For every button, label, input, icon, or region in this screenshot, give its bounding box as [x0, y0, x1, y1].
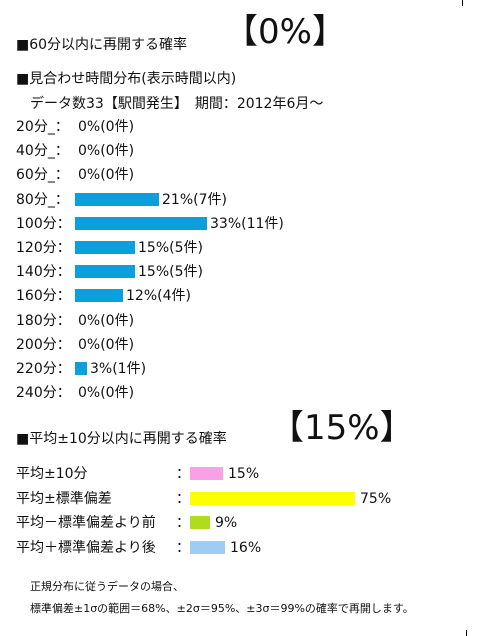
dist-row: 240分： 0%(0件)	[16, 382, 486, 404]
dist-value-label: 15%(5件)	[138, 240, 203, 256]
prob-value-label: 9%	[215, 515, 238, 531]
dist-category-label: 60分_：	[16, 167, 69, 184]
prob-row: 平均＋標準偏差より後 ： 16%	[16, 537, 486, 559]
dist-value-label: 3%(1件)	[90, 361, 147, 377]
prob-category-label: 平均±標準偏差	[16, 490, 112, 507]
prob-category-label: 平均±10分	[16, 466, 88, 482]
dist-value-label: 12%(4件)	[126, 288, 191, 305]
prob-row: 平均－標準偏差より前 ： 9%	[16, 512, 486, 534]
dist-value-label: 0%(0件)	[78, 385, 135, 402]
dist-value-label: 0%(0件)	[78, 312, 135, 329]
dist-value-label: 0%(0件)	[78, 143, 135, 160]
prob-colon: ：	[176, 539, 190, 556]
section1-title: ■60分以内に再開する確率	[16, 37, 188, 53]
dist-value-label: 0%(0件)	[78, 336, 135, 353]
note-line-2: 標準偏差±1σの範囲＝68%、±2σ＝95%、±3σ＝99%の確率で再開します。	[30, 602, 414, 615]
section1-percentage: 【0%】	[224, 12, 346, 52]
dist-category-label: 240分：	[16, 385, 71, 402]
dist-value-label: 15%(5件)	[138, 264, 203, 281]
dist-value-label: 0%(0件)	[78, 119, 135, 135]
dist-category-label: 80分_：	[16, 191, 69, 208]
dist-row: 160分： 12%(4件)	[16, 285, 486, 307]
dist-row: 140分： 15%(5件)	[16, 261, 486, 283]
dist-category-label: 200分：	[16, 336, 71, 353]
dist-row: 60分_： 0%(0件)	[16, 164, 486, 186]
note-line-1: 正規分布に従うデータの場合、	[30, 580, 184, 593]
dist-category-label: 40分_：	[16, 143, 69, 160]
corner-mark-top	[462, 0, 463, 6]
dist-category-label: 220分：	[16, 361, 71, 377]
dist-row: 220分： 3%(1件)	[16, 358, 486, 380]
prob-bar	[190, 491, 355, 505]
prob-value-label: 15%	[228, 466, 260, 482]
prob-bar	[190, 467, 223, 480]
dist-category-label: 100分：	[16, 215, 71, 232]
prob-value-label: 75%	[360, 490, 392, 507]
dist-value-label: 21%(7件)	[162, 191, 227, 208]
dist-bar	[75, 192, 159, 206]
dist-row: 40分_： 0%(0件)	[16, 140, 486, 162]
dist-category-label: 180分：	[16, 312, 71, 329]
section2-subtitle: データ数33【駅間発生】 期間：2012年6月～	[30, 96, 324, 112]
dist-value-label: 33%(11件)	[210, 215, 284, 232]
prob-bar	[190, 540, 225, 554]
section2-title: ■見合わせ時間分布(表示時間以内)	[16, 71, 237, 87]
dist-row: 120分： 15%(5件)	[16, 237, 486, 259]
prob-category-label: 平均＋標準偏差より後	[16, 539, 156, 556]
prob-row: 平均±標準偏差 ： 75%	[16, 488, 486, 510]
dist-bar	[75, 265, 135, 279]
corner-mark-bottom	[466, 630, 467, 636]
section3-percentage: 【15%】	[270, 408, 414, 448]
prob-colon: ：	[176, 515, 190, 531]
prob-value-label: 16%	[230, 539, 262, 556]
dist-category-label: 120分：	[16, 240, 71, 256]
prob-category-label: 平均－標準偏差より前	[16, 515, 156, 531]
section3-title: ■平均±10分以内に再開する確率	[16, 431, 227, 447]
dist-row: 200分： 0%(0件)	[16, 334, 486, 356]
dist-row: 20分_： 0%(0件)	[16, 116, 486, 138]
dist-row: 80分_： 21%(7件)	[16, 189, 486, 211]
dist-value-label: 0%(0件)	[78, 167, 135, 184]
prob-colon: ：	[176, 466, 190, 482]
dist-row: 180分： 0%(0件)	[16, 310, 486, 332]
prob-row: 平均±10分 ： 15%	[16, 463, 486, 485]
dist-bar	[75, 216, 207, 230]
dist-category-label: 20分_：	[16, 119, 69, 135]
prob-bar	[190, 516, 210, 529]
dist-bar	[75, 241, 135, 254]
dist-bar	[75, 289, 123, 303]
dist-row: 100分： 33%(11件)	[16, 213, 486, 235]
dist-category-label: 160分：	[16, 288, 71, 305]
dist-category-label: 140分：	[16, 264, 71, 281]
prob-colon: ：	[176, 490, 190, 507]
dist-bar	[75, 362, 87, 375]
